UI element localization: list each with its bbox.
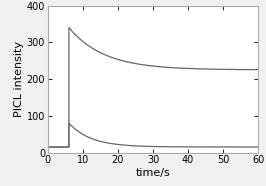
X-axis label: time/s: time/s xyxy=(136,168,170,178)
Y-axis label: PICL intensity: PICL intensity xyxy=(14,41,24,117)
